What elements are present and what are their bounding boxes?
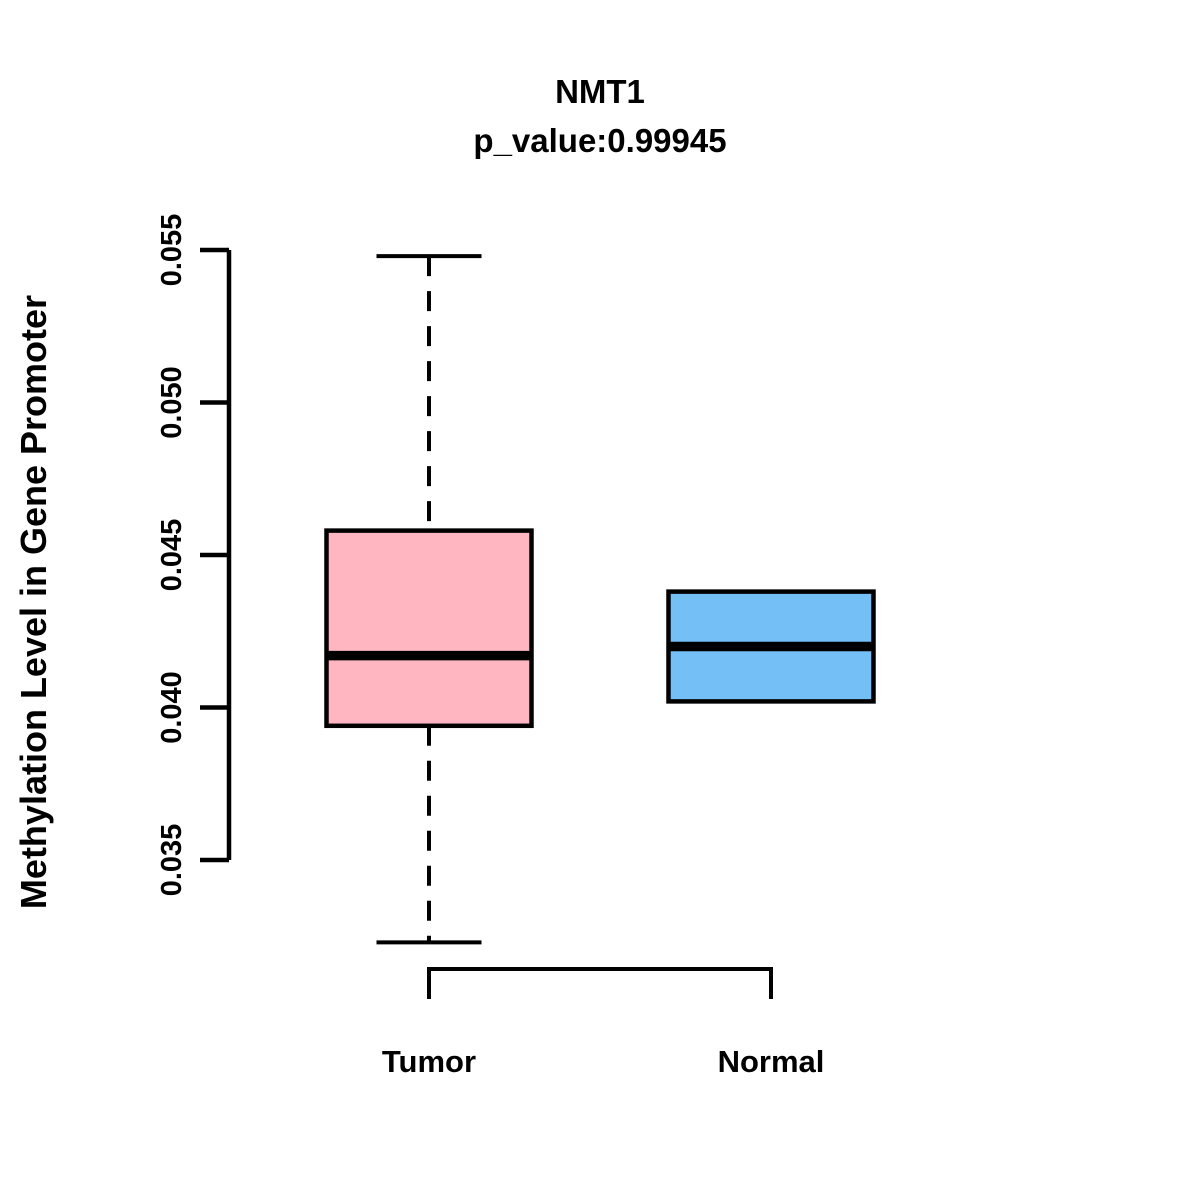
y-tick-label: 0.040	[156, 671, 188, 744]
chart-title: NMT1	[555, 73, 645, 110]
x-category-label-tumor: Tumor	[382, 1044, 476, 1079]
y-tick-label: 0.055	[156, 214, 188, 287]
plot-area: 0.035 0.040 0.045 0.050 0.055 Tumor Normal	[156, 214, 876, 1079]
y-axis-title: Methylation Level in Gene Promoter	[13, 295, 54, 909]
y-tick-label: 0.045	[156, 519, 188, 592]
chart-subtitle: p_value:0.99945	[473, 122, 726, 159]
x-axis-bracket	[427, 967, 773, 999]
x-category-label-normal: Normal	[718, 1044, 825, 1079]
tumor-box	[324, 528, 534, 729]
y-tick-label: 0.035	[156, 824, 188, 897]
y-tick-label: 0.050	[156, 366, 188, 439]
